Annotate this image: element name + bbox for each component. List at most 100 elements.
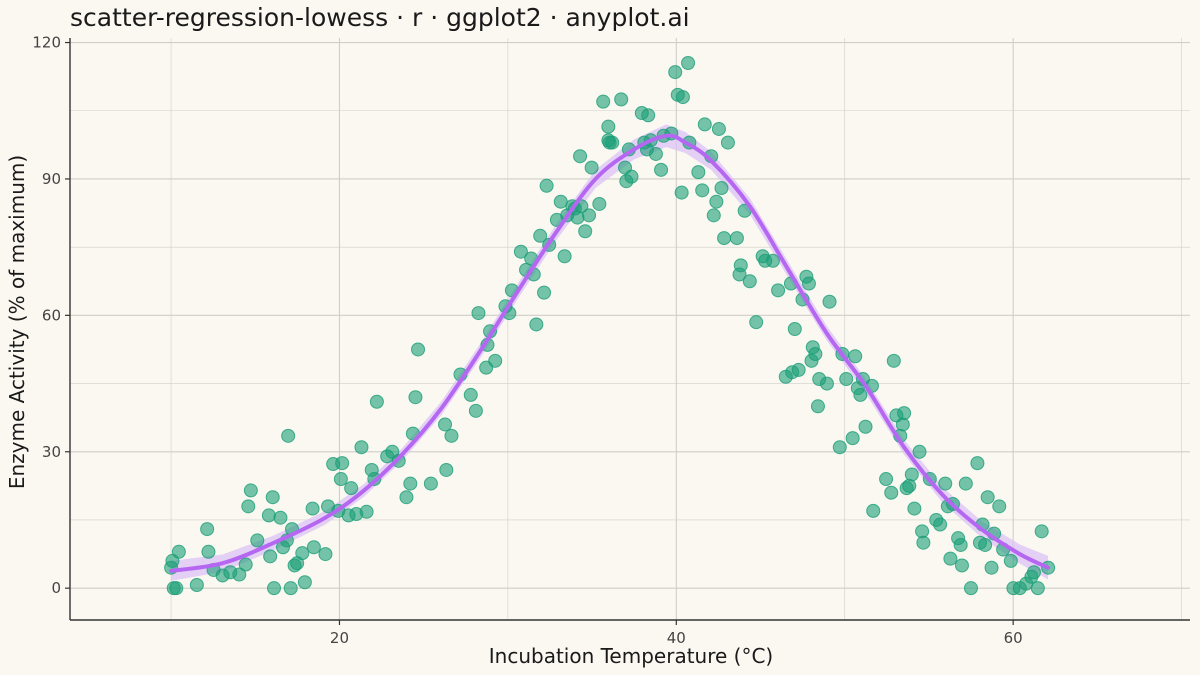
x-axis-title: Incubation Temperature (°C) xyxy=(489,644,773,668)
data-point xyxy=(189,577,204,592)
data-point xyxy=(771,283,786,298)
data-point xyxy=(439,462,454,477)
data-point xyxy=(335,456,350,471)
y-tick-label: 90 xyxy=(42,170,61,188)
data-point xyxy=(408,390,423,405)
data-point xyxy=(614,92,629,107)
data-point xyxy=(261,508,276,523)
data-point xyxy=(200,522,215,537)
data-point xyxy=(281,428,296,443)
data-point xyxy=(573,149,588,164)
data-point xyxy=(641,108,656,123)
data-point xyxy=(720,135,735,150)
data-point xyxy=(839,372,854,387)
data-point xyxy=(695,183,710,198)
y-tick-label: 0 xyxy=(51,579,61,597)
data-point xyxy=(848,349,863,364)
data-point xyxy=(801,276,816,291)
grid-lines xyxy=(70,38,1190,620)
x-tick-label: 40 xyxy=(667,629,686,647)
data-point xyxy=(283,581,298,596)
data-point xyxy=(697,117,712,132)
data-point xyxy=(733,258,748,273)
data-point xyxy=(691,165,706,180)
data-point xyxy=(904,467,919,482)
data-point xyxy=(992,499,1007,514)
data-point xyxy=(273,510,288,525)
y-axis-title: Enzyme Activity (% of maximum) xyxy=(5,155,29,489)
data-point xyxy=(403,476,418,491)
data-point xyxy=(886,353,901,368)
x-tick-label: 60 xyxy=(1004,629,1023,647)
axes xyxy=(69,38,1190,621)
data-point xyxy=(468,403,483,418)
data-point xyxy=(241,499,256,514)
data-point xyxy=(513,244,528,259)
data-point xyxy=(306,540,321,555)
data-point xyxy=(263,549,278,564)
data-point xyxy=(444,428,459,443)
data-point xyxy=(265,490,280,505)
data-point xyxy=(791,362,806,377)
data-point xyxy=(978,537,993,552)
data-point xyxy=(706,208,721,223)
data-point xyxy=(1030,581,1045,596)
tick-labels: 20 40 60 0 30 60 90 120 xyxy=(32,34,1022,647)
data-point xyxy=(675,90,690,105)
data-point xyxy=(884,485,899,500)
data-point xyxy=(369,394,384,409)
data-point xyxy=(201,544,216,559)
data-point xyxy=(714,181,729,196)
data-point xyxy=(765,253,780,268)
data-point xyxy=(845,431,860,446)
data-point xyxy=(529,317,544,332)
data-point xyxy=(729,231,744,246)
data-point xyxy=(717,231,732,246)
data-point xyxy=(832,440,847,455)
data-point xyxy=(243,483,258,498)
data-point xyxy=(954,558,969,573)
data-point xyxy=(866,503,881,518)
y-tick-label: 120 xyxy=(32,34,61,52)
data-point xyxy=(943,551,958,566)
data-point xyxy=(970,456,985,471)
data-point xyxy=(399,490,414,505)
data-point xyxy=(553,194,568,209)
data-point xyxy=(557,249,572,264)
data-point xyxy=(297,575,312,590)
data-point xyxy=(344,481,359,496)
data-point xyxy=(318,547,333,562)
data-point xyxy=(533,228,548,243)
chart-title: scatter-regression-lowess · r · ggplot2 … xyxy=(70,3,690,32)
data-point xyxy=(605,135,620,150)
data-point xyxy=(488,353,503,368)
data-point xyxy=(709,194,724,209)
data-point xyxy=(654,162,669,177)
data-point xyxy=(471,306,486,321)
lowess-line xyxy=(169,133,1051,573)
data-point xyxy=(858,419,873,434)
data-point xyxy=(169,581,184,596)
data-point xyxy=(601,119,616,134)
data-point xyxy=(819,376,834,391)
data-point xyxy=(984,560,999,575)
data-point xyxy=(822,294,837,309)
data-point xyxy=(582,208,597,223)
data-point xyxy=(742,274,757,289)
data-point xyxy=(359,504,374,519)
data-point xyxy=(438,417,453,432)
data-point xyxy=(749,315,764,330)
data-point xyxy=(648,146,663,161)
data-point xyxy=(787,322,802,336)
data-point xyxy=(624,169,639,184)
data-point xyxy=(933,517,948,532)
data-point xyxy=(305,501,320,516)
data-point xyxy=(711,121,726,136)
data-point xyxy=(1026,565,1041,580)
data-point xyxy=(578,224,593,239)
data-point xyxy=(584,160,599,175)
data-point xyxy=(238,557,253,572)
x-tick-label: 20 xyxy=(330,629,349,647)
data-point xyxy=(916,535,931,550)
